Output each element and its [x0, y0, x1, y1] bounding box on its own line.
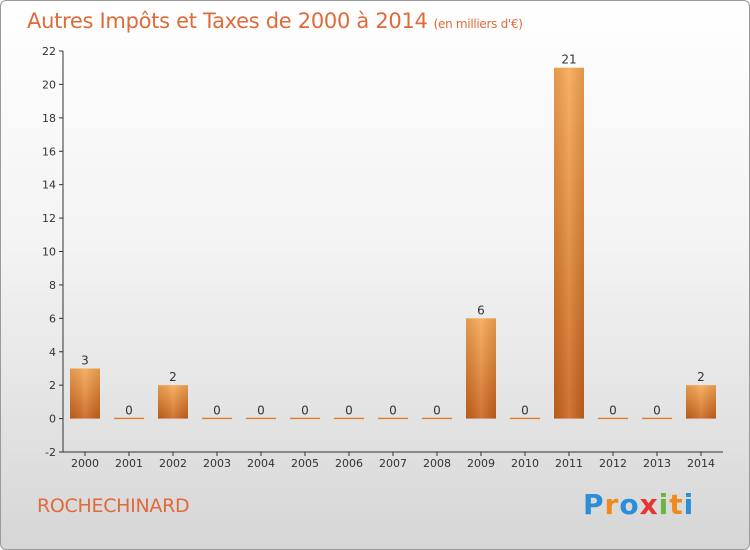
- x-tick-label: 2009: [467, 457, 495, 470]
- bar: [246, 417, 276, 420]
- x-tick-label: 2014: [687, 457, 715, 470]
- bar-shade: [158, 385, 188, 419]
- bar: [378, 417, 408, 420]
- bar-value-label: 0: [433, 404, 441, 418]
- logo-letter: t: [669, 488, 684, 521]
- bar-value-label: 0: [125, 404, 133, 418]
- y-tick-label: 16: [42, 145, 56, 158]
- bar: [422, 417, 452, 420]
- bar-shade: [70, 368, 100, 419]
- bar-value-label: 0: [213, 404, 221, 418]
- bar-value-label: 0: [653, 404, 661, 418]
- logo-letter: i: [658, 488, 670, 521]
- x-tick-label: 2006: [335, 457, 363, 470]
- bar-value-label: 6: [477, 303, 485, 317]
- bar: [202, 417, 232, 420]
- bar-shade: [466, 318, 496, 419]
- x-tick-label: 2005: [291, 457, 319, 470]
- bar-value-label: 0: [609, 404, 617, 418]
- y-tick-label: 20: [42, 78, 56, 91]
- logo-letter: x: [639, 488, 659, 521]
- bar: [290, 417, 320, 420]
- bar: [334, 417, 364, 420]
- commune-name: ROCHECHINARD: [37, 495, 190, 517]
- logo-letter: P: [583, 488, 605, 521]
- y-tick-label: 2: [49, 379, 56, 392]
- x-tick-label: 2000: [71, 457, 99, 470]
- bar-shade: [554, 67, 584, 419]
- logo-letter: i: [683, 488, 695, 521]
- y-tick-label: -2: [45, 446, 56, 459]
- y-tick-label: 0: [49, 413, 56, 426]
- logo-letter: r: [604, 488, 620, 521]
- x-tick-label: 2007: [379, 457, 407, 470]
- x-tick-label: 2002: [159, 457, 187, 470]
- bar-value-label: 0: [257, 404, 265, 418]
- chart-title-text: Autres Impôts et Taxes de 2000 à 2014: [27, 9, 428, 33]
- y-tick-label: 6: [49, 312, 56, 325]
- x-tick-label: 2012: [599, 457, 627, 470]
- x-tick-label: 2008: [423, 457, 451, 470]
- y-tick-label: 12: [42, 212, 56, 225]
- bar-value-label: 2: [697, 370, 705, 384]
- bar-shade: [686, 385, 716, 419]
- x-tick-label: 2013: [643, 457, 671, 470]
- bar: [642, 417, 672, 420]
- bar-value-label: 0: [301, 404, 309, 418]
- data-labels: 3 0 2 0 0 0 0 0 0 6 0 21 0 0 2: [81, 53, 705, 418]
- bars: [70, 67, 716, 420]
- y-tick-label: 18: [42, 112, 56, 125]
- x-tick-label: 2010: [511, 457, 539, 470]
- y-tick-label: 8: [49, 279, 56, 292]
- x-tick-label: 2004: [247, 457, 275, 470]
- bar-value-label: 21: [561, 53, 576, 67]
- x-tick-label: 2011: [555, 457, 583, 470]
- y-tick-label: 4: [49, 346, 56, 359]
- bar: [598, 417, 628, 420]
- chart-unit: (en milliers d'€): [433, 17, 523, 31]
- bar-value-label: 3: [81, 353, 89, 367]
- bar-value-label: 2: [169, 370, 177, 384]
- x-tick-label: 2001: [115, 457, 143, 470]
- x-tick-label: 2003: [203, 457, 231, 470]
- proxiti-logo: Proxiti: [583, 488, 694, 521]
- chart-title: Autres Impôts et Taxes de 2000 à 2014 (en…: [27, 9, 523, 33]
- bar-value-label: 0: [389, 404, 397, 418]
- y-tick-label: 22: [42, 45, 56, 58]
- y-tick-label: 14: [42, 179, 56, 192]
- logo-letter: o: [619, 488, 640, 521]
- bar-value-label: 0: [521, 404, 529, 418]
- y-tick-label: 10: [42, 246, 56, 259]
- bar: [114, 417, 144, 420]
- bar: [510, 417, 540, 420]
- bar-value-label: 0: [345, 404, 353, 418]
